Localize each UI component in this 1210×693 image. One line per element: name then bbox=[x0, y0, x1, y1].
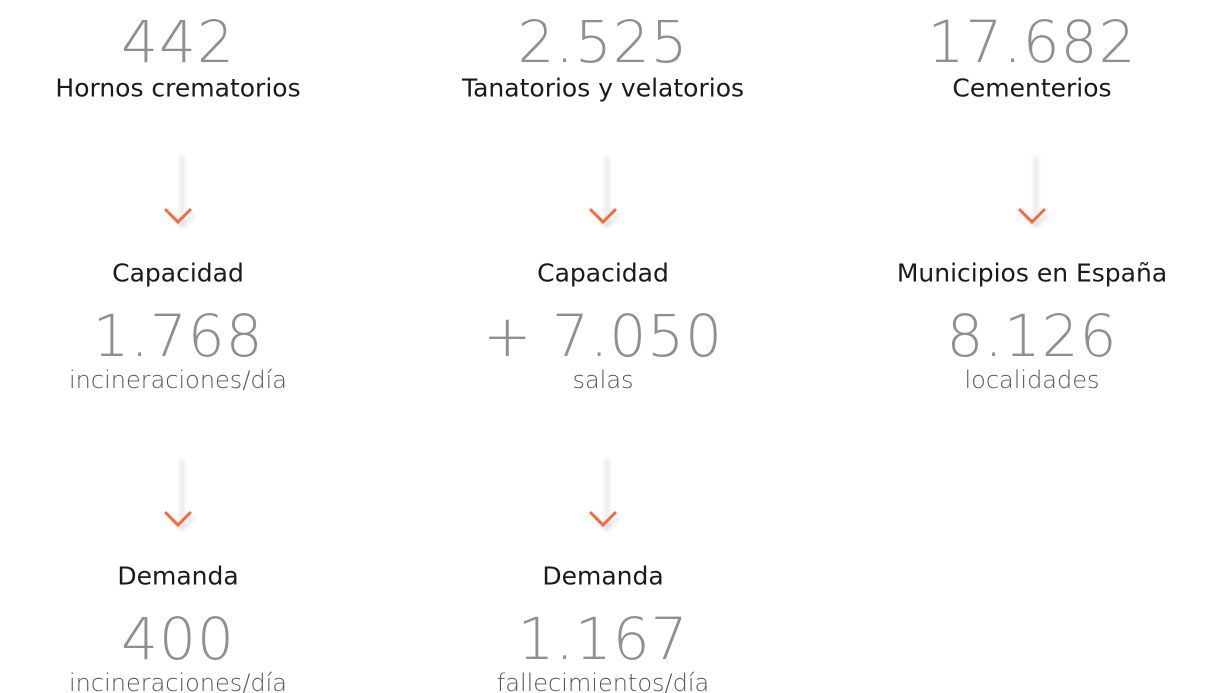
block-value: 1.167 bbox=[517, 605, 689, 673]
block-value: 400 bbox=[121, 605, 235, 673]
block-unit: salas bbox=[572, 366, 634, 394]
block-value: + 7.050 bbox=[482, 302, 724, 370]
block-title: Capacidad bbox=[537, 258, 669, 288]
stat-label: Tanatorios y velatorios bbox=[461, 73, 745, 103]
block-unit: incineraciones/día bbox=[68, 669, 288, 693]
block-title: Capacidad bbox=[112, 258, 244, 288]
block-unit: fallecimientos/día bbox=[496, 669, 710, 693]
block-value: 8.126 bbox=[946, 302, 1118, 370]
stat-label: Hornos crematorios bbox=[55, 73, 301, 103]
arrow bbox=[589, 150, 621, 229]
arrow bbox=[1018, 150, 1050, 229]
stat-label: Cementerios bbox=[952, 73, 1112, 103]
block-title: Municipios en España bbox=[896, 258, 1168, 288]
block-value: 1.768 bbox=[92, 302, 264, 370]
stat-value: 17.682 bbox=[927, 8, 1137, 76]
block-unit: incineraciones/día bbox=[68, 366, 288, 394]
stat-value: 2.525 bbox=[517, 8, 689, 76]
arrow bbox=[164, 453, 196, 532]
block-title: Demanda bbox=[117, 561, 239, 591]
arrow bbox=[589, 453, 621, 532]
arrow bbox=[164, 150, 196, 229]
block-unit: localidades bbox=[964, 366, 1100, 394]
block-title: Demanda bbox=[542, 561, 664, 591]
stat-value: 442 bbox=[121, 8, 235, 76]
